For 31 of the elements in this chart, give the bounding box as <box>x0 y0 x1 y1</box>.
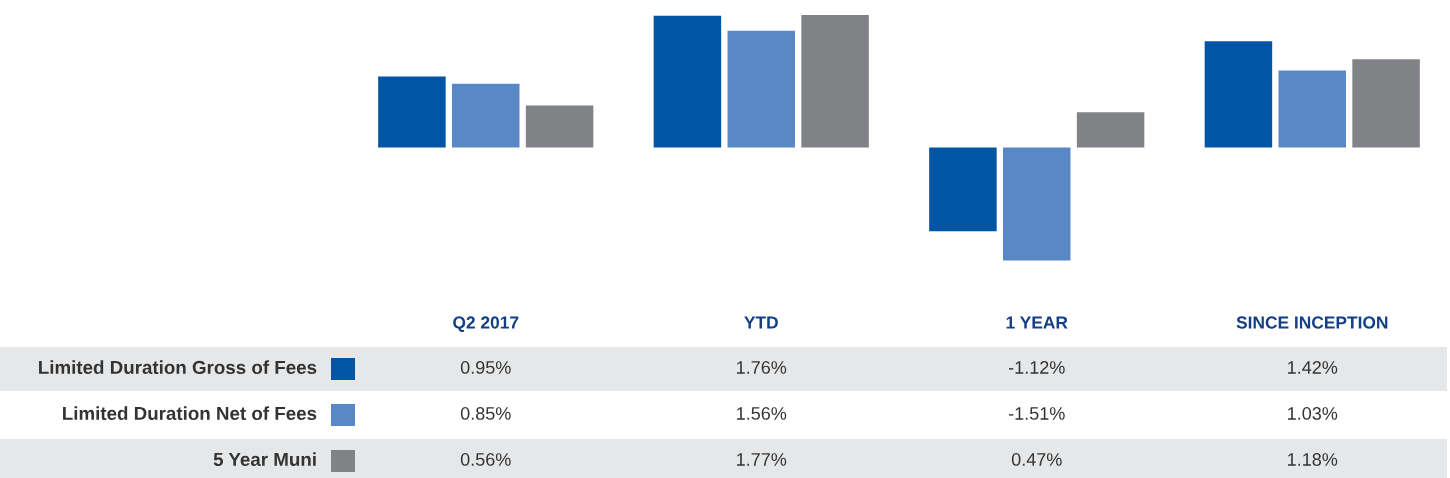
data-label: -1.12% <box>1008 361 1065 374</box>
x-tick-label: SINCE INCEPTION <box>1236 316 1388 329</box>
bar <box>653 15 722 148</box>
bar <box>727 30 795 148</box>
bar <box>1003 147 1071 261</box>
bar <box>929 147 997 232</box>
legend-label: Limited Duration Gross of Fees <box>39 360 317 375</box>
data-label: 1.03% <box>1288 407 1338 420</box>
x-tick-label: Q2 2017 <box>453 316 519 332</box>
data-label: 0.56% <box>460 453 511 466</box>
legend-label: Limited Duration Net of Fees <box>63 406 317 421</box>
bar <box>801 15 869 148</box>
data-label: 1.77% <box>737 453 787 466</box>
bar <box>1352 59 1420 148</box>
data-label: 0.85% <box>460 407 511 420</box>
bar <box>1076 112 1145 148</box>
legend-label: 5 Year Muni <box>213 452 316 467</box>
data-label: -1.51% <box>1008 407 1065 420</box>
bar <box>378 76 446 148</box>
data-label: 1.42% <box>1288 361 1338 374</box>
x-tick-label: 1 YEAR <box>1006 316 1068 329</box>
bar <box>1204 41 1273 148</box>
data-label: 1.76% <box>737 361 787 374</box>
data-label: 0.47% <box>1011 453 1062 466</box>
data-label: 0.95% <box>460 361 511 374</box>
bar <box>525 105 594 148</box>
x-tick-label: YTD <box>744 316 778 329</box>
data-label: 1.18% <box>1288 453 1338 466</box>
bar <box>1278 70 1346 148</box>
data-label: 1.56% <box>737 407 787 420</box>
bar <box>452 83 520 148</box>
